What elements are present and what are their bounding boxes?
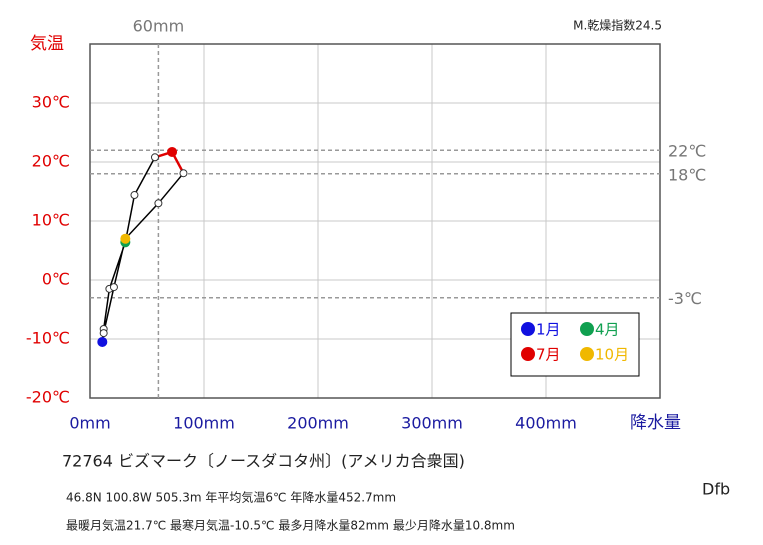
legend-box	[510, 312, 640, 377]
y-tick-label: -10℃	[26, 329, 70, 348]
month-point	[179, 169, 188, 178]
month-point	[109, 283, 118, 292]
x-tick-label: 400mm	[515, 414, 577, 433]
y-tick-label: 0℃	[42, 270, 70, 289]
legend-marker	[580, 322, 594, 336]
dryness-index: M.乾燥指数24.5	[573, 18, 662, 33]
x-tick-label: 300mm	[401, 414, 463, 433]
legend-label: 4月	[595, 321, 620, 339]
reference-label: 60mm	[133, 17, 185, 36]
y-tick-label: -20℃	[26, 388, 70, 407]
month-point	[130, 191, 139, 200]
reference-label: 22℃	[668, 142, 706, 161]
legend-marker	[580, 347, 594, 361]
legend-label: 7月	[536, 346, 561, 364]
station-info: 46.8N 100.8W 505.3m 年平均気温6℃ 年降水量452.7mm	[66, 490, 396, 505]
x-tick-label: 100mm	[173, 414, 235, 433]
month-point	[150, 153, 159, 162]
y-tick-label: 20℃	[32, 152, 70, 171]
month-point	[167, 146, 178, 157]
month-point	[120, 233, 131, 244]
y-axis-label: 気温	[30, 34, 64, 54]
reference-label: -3℃	[668, 289, 702, 308]
legend-marker	[521, 347, 535, 361]
legend-marker	[521, 322, 535, 336]
plot-frame	[89, 43, 661, 399]
month-point	[99, 329, 108, 338]
legend-label: 1月	[536, 321, 561, 339]
legend-label: 10月	[595, 346, 629, 364]
reference-label: 18℃	[668, 165, 706, 184]
month-point	[154, 199, 163, 208]
x-tick-label: 200mm	[287, 414, 349, 433]
climograph-line	[101, 151, 185, 343]
x-tick-label: 0mm	[69, 414, 110, 433]
month-point	[97, 336, 108, 347]
station-stats: 最暖月気温21.7℃ 最寒月気温-10.5℃ 最多月降水量82mm 最少月降水量…	[66, 518, 515, 533]
climate-class: Dfb	[702, 480, 730, 499]
x-axis-label: 降水量	[630, 413, 681, 433]
y-tick-label: 30℃	[32, 93, 70, 112]
y-tick-label: 10℃	[32, 211, 70, 230]
chart-title: 72764 ビズマーク〔ノースダコタ州〕(アメリカ合衆国)	[62, 452, 465, 471]
